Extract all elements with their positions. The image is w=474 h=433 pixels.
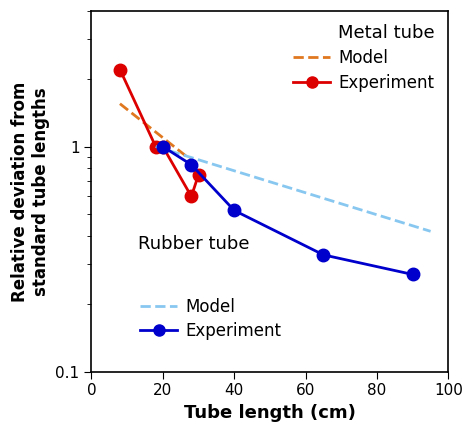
Y-axis label: Relative deviation from
standard tube lengths: Relative deviation from standard tube le… (11, 81, 50, 301)
X-axis label: Tube length (cm): Tube length (cm) (184, 404, 356, 422)
Text: Rubber tube: Rubber tube (138, 235, 249, 252)
Legend: Model, Experiment: Model, Experiment (136, 293, 286, 345)
